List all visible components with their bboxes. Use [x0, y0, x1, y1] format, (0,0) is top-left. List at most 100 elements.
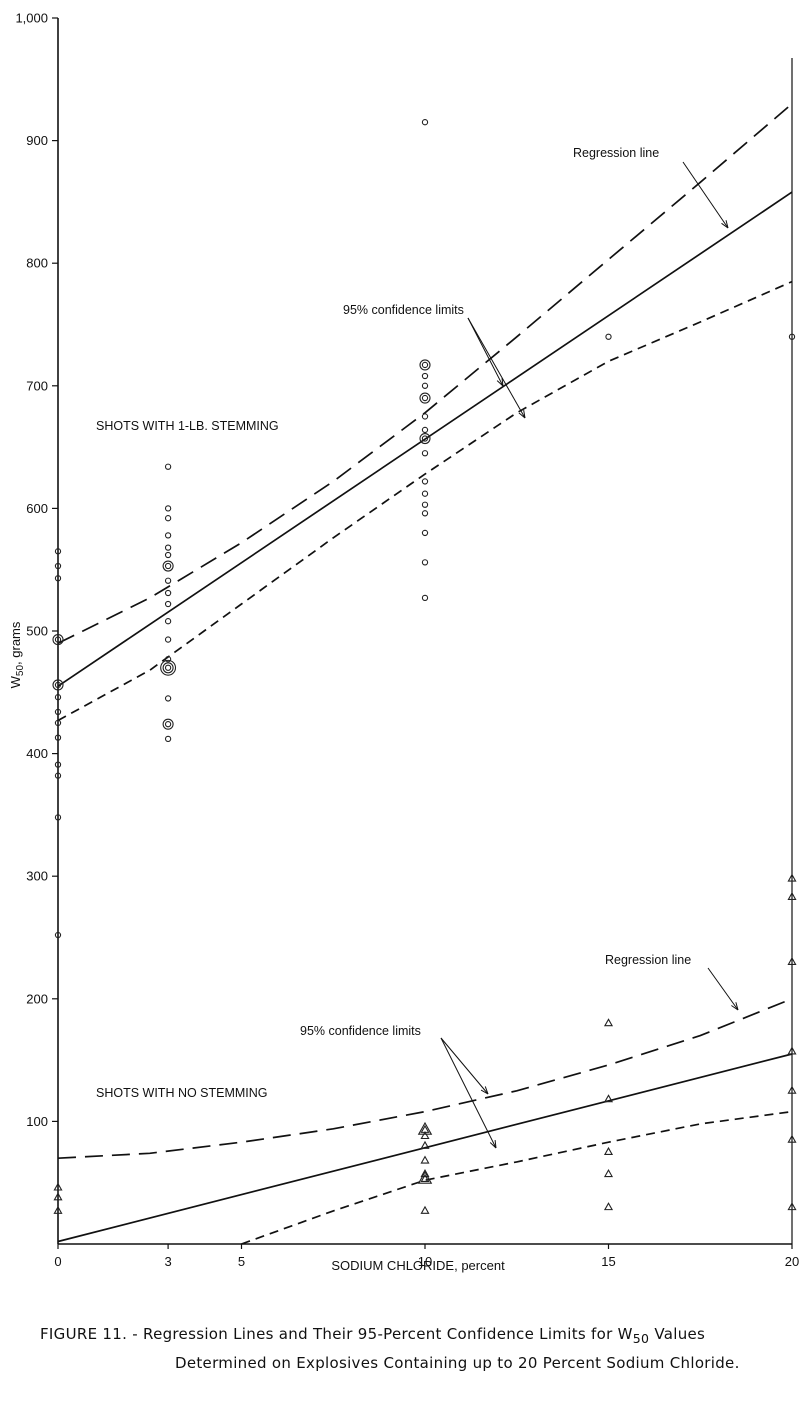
- regression-lines: [57, 103, 793, 1245]
- data-point-stemming: [421, 435, 429, 442]
- data-point-stemming: [54, 761, 62, 768]
- data-point-stemming: [419, 432, 431, 445]
- figure-caption: FIGURE 11. - Regression Lines and Their …: [40, 1322, 780, 1376]
- y-tick-label: 900: [26, 133, 48, 148]
- y-tick-label: 800: [26, 256, 48, 271]
- data-point-no-stemming: [53, 1182, 63, 1191]
- data-point-stemming: [164, 515, 172, 522]
- data-point-stemming: [421, 594, 429, 602]
- leader-conf-lower-b-head: [489, 1139, 497, 1149]
- data-point-stemming: [162, 662, 174, 674]
- data-point-stemming: [54, 575, 62, 582]
- y-axis-label-sub: 50: [15, 665, 26, 677]
- data-point-stemming: [788, 333, 796, 340]
- data-points: [52, 119, 797, 1214]
- data-point-stemming: [421, 372, 429, 380]
- data-point-stemming: [164, 505, 172, 512]
- data-point-stemming: [54, 562, 62, 570]
- data-point-no-stemming: [787, 873, 797, 882]
- data-point-stemming: [54, 719, 62, 727]
- data-point-no-stemming: [420, 1205, 430, 1214]
- data-point-stemming: [54, 681, 62, 689]
- data-point-stemming: [164, 589, 172, 597]
- leader-conf-lower-a-head: [480, 1086, 489, 1095]
- data-point-stemming: [164, 664, 172, 671]
- data-point-stemming: [421, 413, 429, 420]
- data-point-stemming: [421, 361, 429, 369]
- data-point-stemming: [164, 656, 172, 663]
- annotation-regression-line-upper: Regression line: [573, 146, 659, 160]
- stemming-upper-confidence-limit: [57, 103, 793, 645]
- x-tick-label: 10: [418, 1254, 432, 1269]
- data-point-stemming: [419, 359, 431, 371]
- y-tick-label: 1,000: [15, 11, 48, 26]
- y-tick-label: 300: [26, 869, 48, 884]
- leader-regression-lower-head: [731, 1002, 739, 1011]
- data-point-stemming: [52, 634, 64, 646]
- data-point-no-stemming: [420, 1140, 430, 1149]
- regression-chart: 100 200 300 400 500 600 700 800 900 1,000 0 3 5 10 15 2…: [8, 11, 799, 1274]
- data-point-stemming: [605, 333, 612, 340]
- leader-conf-upper-b-head: [518, 410, 526, 419]
- y-tick-label: 400: [26, 746, 48, 761]
- data-point-stemming: [421, 478, 429, 485]
- leader-regression-lower: [707, 967, 739, 1011]
- caption-line-1-text: FIGURE 11. - Regression Lines and Their …: [40, 1325, 633, 1343]
- data-point-stemming: [164, 463, 172, 470]
- data-point-stemming: [54, 548, 62, 555]
- data-point-no-stemming: [787, 1046, 797, 1055]
- x-tick-label: 20: [785, 1254, 799, 1269]
- data-point-stemming: [164, 577, 172, 584]
- data-point-stemming: [164, 532, 172, 539]
- data-point-stemming: [421, 559, 429, 566]
- x-tick-label: 5: [238, 1254, 245, 1269]
- data-point-no-stemming: [603, 1018, 614, 1027]
- leader-regression-upper-head: [721, 220, 729, 229]
- data-point-no-stemming: [603, 1094, 614, 1103]
- data-point-no-stemming: [420, 1173, 430, 1182]
- x-tick-label: 15: [601, 1254, 615, 1269]
- data-point-stemming: [160, 659, 177, 676]
- annotation-confidence-limits-upper: 95% confidence limits: [343, 303, 464, 317]
- data-point-no-stemming: [420, 1130, 430, 1140]
- data-point-stemming: [164, 721, 172, 728]
- data-point-stemming: [164, 636, 172, 643]
- annotations: SHOTS WITH 1-LB. STEMMING SHOTS WITH NO …: [8, 146, 739, 1273]
- caption-line-1: FIGURE 11. - Regression Lines and Their …: [40, 1322, 780, 1351]
- x-tick-label: 0: [54, 1254, 61, 1269]
- stemming-lower-confidence-limit: [57, 280, 793, 722]
- data-point-stemming: [54, 931, 62, 939]
- data-point-stemming: [54, 772, 62, 779]
- data-point-no-stemming: [787, 1134, 797, 1143]
- data-point-stemming: [54, 734, 62, 741]
- data-point-stemming: [162, 560, 174, 572]
- no-stemming-lower-confidence-limit: [241, 1110, 793, 1245]
- data-point-stemming: [54, 636, 62, 643]
- data-point-no-stemming: [417, 1121, 433, 1135]
- data-point-stemming: [54, 708, 62, 716]
- stemming-regression-line: [57, 191, 793, 687]
- data-point-no-stemming: [53, 1205, 63, 1214]
- annotation-confidence-limits-lower: 95% confidence limits: [300, 1024, 421, 1038]
- data-point-no-stemming: [787, 891, 797, 900]
- no-stemming-upper-confidence-limit: [57, 998, 793, 1160]
- data-point-no-stemming: [787, 956, 797, 965]
- x-tick-label: 3: [164, 1254, 171, 1269]
- caption-line-1-end: Values: [649, 1325, 706, 1343]
- data-point-stemming: [421, 490, 429, 497]
- data-point-stemming: [421, 529, 429, 537]
- caption-line-1-sub: 50: [632, 1331, 650, 1346]
- data-point-stemming: [421, 426, 429, 434]
- y-axis-label: W50, grams: [8, 621, 26, 688]
- data-point-no-stemming: [420, 1168, 430, 1178]
- data-point-stemming: [162, 718, 174, 730]
- leader-conf-lower-a: [440, 1037, 489, 1095]
- leader-conf-upper-a: [467, 317, 504, 387]
- y-tick-label: 500: [26, 624, 48, 639]
- data-point-stemming: [164, 618, 172, 625]
- y-tick-label: 100: [26, 1114, 48, 1129]
- data-point-no-stemming: [603, 1146, 614, 1155]
- data-point-no-stemming: [787, 1085, 797, 1094]
- data-point-no-stemming: [420, 1155, 430, 1164]
- leader-regression-upper: [682, 161, 729, 229]
